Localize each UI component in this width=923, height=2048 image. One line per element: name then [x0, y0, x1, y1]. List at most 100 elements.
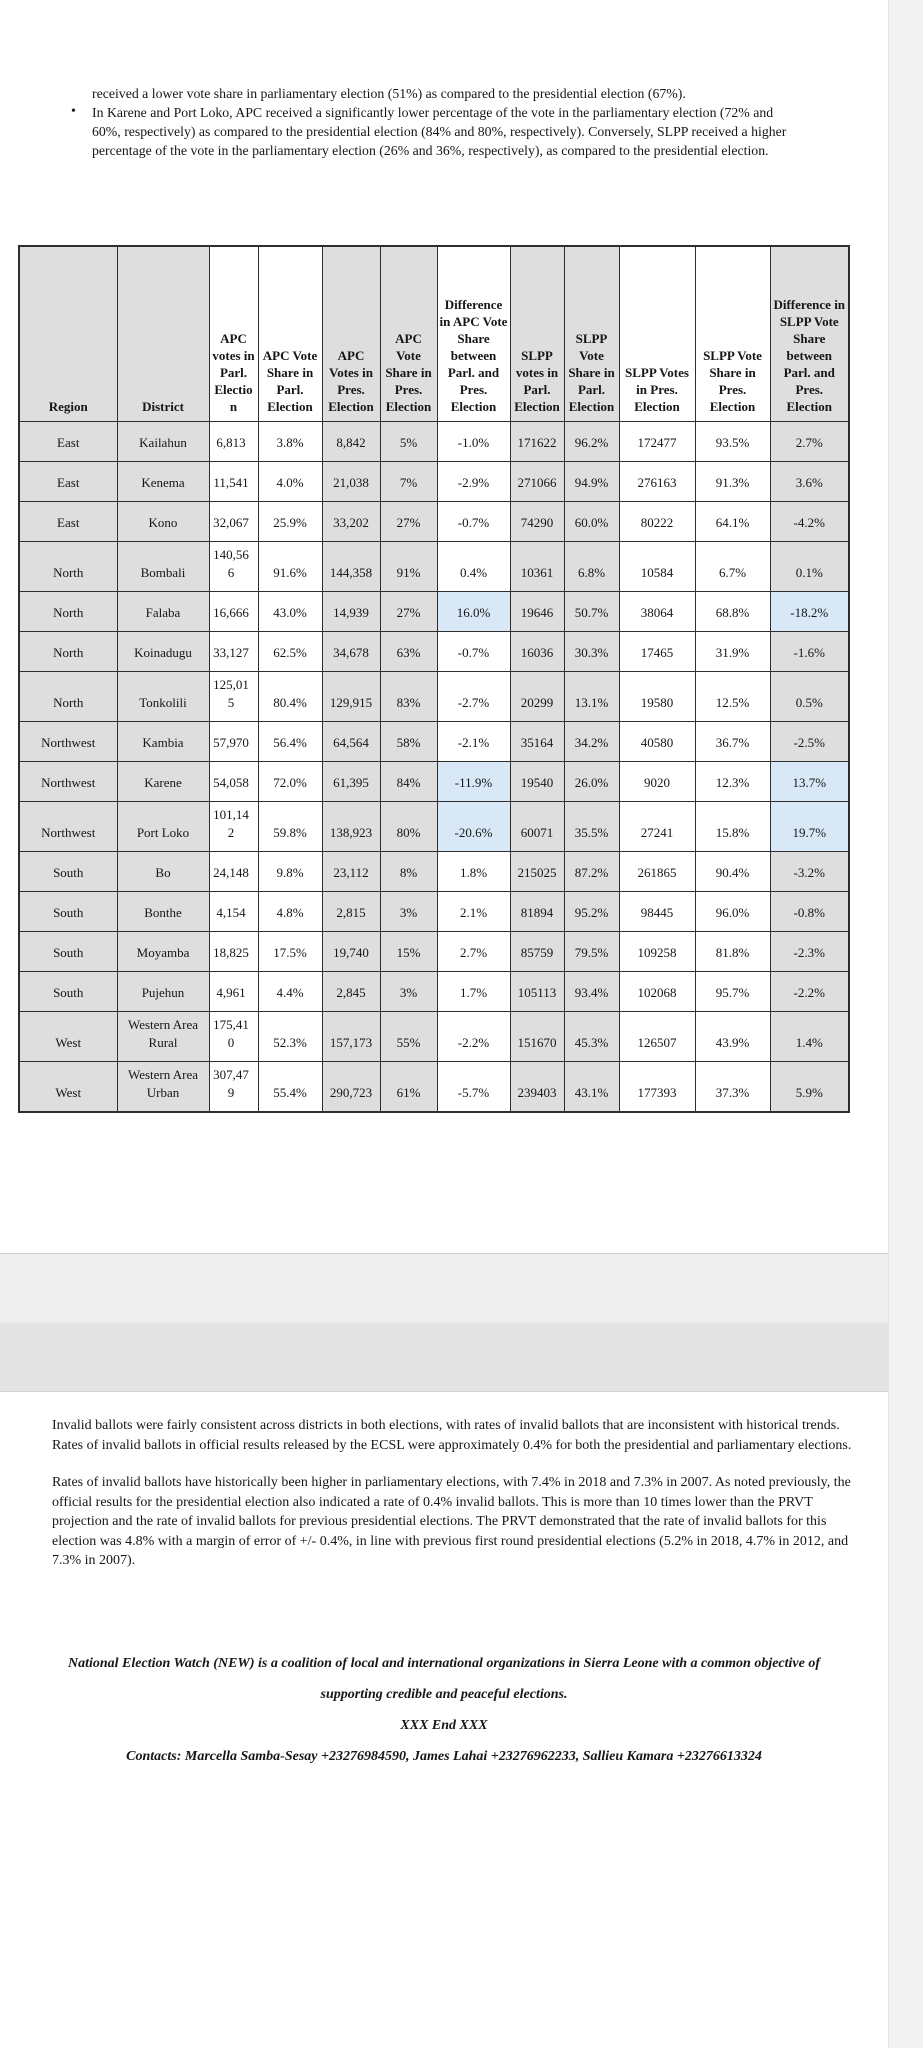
table-cell: 1.7%	[436, 970, 511, 1012]
table-cell: 36.7%	[694, 720, 771, 762]
table-cell: Kailahun	[116, 420, 210, 462]
contacts-line: Contacts: Marcella Samba-Sesay +23276984…	[126, 1749, 762, 1764]
table-cell: 81.8%	[694, 930, 771, 972]
table-cell: 2.7%	[436, 930, 511, 972]
table-cell: 307,479	[208, 1060, 259, 1112]
page-1: received a lower vote share in parliamen…	[18, 86, 850, 1113]
table-cell: Bonthe	[116, 890, 210, 932]
table-cell: 14,939	[321, 590, 381, 632]
table-cell: 43.0%	[257, 590, 323, 632]
table-cell: 102068	[618, 970, 696, 1012]
table-cell: -2.7%	[436, 670, 511, 722]
table-cell: 105113	[509, 970, 565, 1012]
table-row: East Kenema 11,541 4.0% 21,038 7% -2.9% 271066 9…	[18, 460, 850, 502]
table-cell: 8%	[379, 850, 438, 892]
table-cell: -2.2%	[436, 1010, 511, 1062]
table-cell: 72.0%	[257, 760, 323, 802]
table-cell: 96.2%	[563, 420, 620, 462]
table-cell: 85759	[509, 930, 565, 972]
table-cell: 4.8%	[257, 890, 323, 932]
coalition-statement: National Election Watch (NEW) is a coali…	[67, 1656, 821, 1702]
table-cell: East	[18, 460, 118, 502]
table-cell: -2.2%	[769, 970, 850, 1012]
table-cell: 10361	[509, 540, 565, 592]
viewer-gutter	[888, 0, 923, 2048]
footer-block: National Election Watch (NEW) is a coali…	[64, 1648, 824, 1772]
table-cell: East	[18, 500, 118, 542]
column-header: Region	[18, 245, 118, 422]
table-cell: 10584	[618, 540, 696, 592]
bullet-text: In Karene and Port Loko, APC received a …	[92, 105, 787, 158]
table-cell: 3%	[379, 890, 438, 932]
intro-continuation-text: received a lower vote share in parliamen…	[92, 86, 686, 101]
table-cell: 87.2%	[563, 850, 620, 892]
table-cell: -20.6%	[436, 800, 511, 852]
table-cell: 157,173	[321, 1010, 381, 1062]
column-header: APC Vote Share in Parl. Election	[257, 245, 323, 422]
table-cell: 4.4%	[257, 970, 323, 1012]
table-cell: 126507	[618, 1010, 696, 1062]
table-cell: 5%	[379, 420, 438, 462]
table-cell: 3%	[379, 970, 438, 1012]
table-cell: 94.9%	[563, 460, 620, 502]
table-cell: 3.6%	[769, 460, 850, 502]
table-cell: 83%	[379, 670, 438, 722]
table-cell: 140,566	[208, 540, 259, 592]
table-cell: 98445	[618, 890, 696, 932]
table-cell: 4.0%	[257, 460, 323, 502]
table-cell: 25.9%	[257, 500, 323, 542]
table-cell: West	[18, 1060, 118, 1112]
table-cell: 74290	[509, 500, 565, 542]
table-cell: 129,915	[321, 670, 381, 722]
table-cell: 17.5%	[257, 930, 323, 972]
column-header: SLPP Vote Share in Pres. Election	[694, 245, 771, 422]
column-header: APC Vote Share in Pres. Election	[379, 245, 438, 422]
table-cell: 13.7%	[769, 760, 850, 802]
table-cell: -0.7%	[436, 500, 511, 542]
table-cell: 15.8%	[694, 800, 771, 852]
table-cell: 16036	[509, 630, 565, 672]
body-text-block: Invalid ballots were fairly consistent a…	[52, 1416, 852, 1589]
table-cell: 13.1%	[563, 670, 620, 722]
table-cell: -11.9%	[436, 760, 511, 802]
table-cell: 95.7%	[694, 970, 771, 1012]
table-cell: Northwest	[18, 760, 118, 802]
column-header: District	[116, 245, 210, 422]
end-marker: XXX End XXX	[400, 1718, 488, 1733]
table-cell: Western Area Rural	[116, 1010, 210, 1062]
table-cell: 15%	[379, 930, 438, 972]
table-cell: 26.0%	[563, 760, 620, 802]
column-header: APC votes in Parl. Election	[208, 245, 259, 422]
table-cell: 61,395	[321, 760, 381, 802]
table-cell: 58%	[379, 720, 438, 762]
table-cell: -0.8%	[769, 890, 850, 932]
table-row: West Western Area Rural 175,410 52.3% 157,17…	[18, 1010, 850, 1062]
table-cell: 276163	[618, 460, 696, 502]
table-cell: 1.4%	[769, 1010, 850, 1062]
table-cell: 9020	[618, 760, 696, 802]
table-cell: 90.4%	[694, 850, 771, 892]
table-cell: South	[18, 970, 118, 1012]
table-cell: 175,410	[208, 1010, 259, 1062]
table-cell: 12.5%	[694, 670, 771, 722]
table-cell: 64.1%	[694, 500, 771, 542]
table-cell: 45.3%	[563, 1010, 620, 1062]
table-cell: -5.7%	[436, 1060, 511, 1112]
table-cell: 19646	[509, 590, 565, 632]
table-cell: Northwest	[18, 800, 118, 852]
table-cell: 33,127	[208, 630, 259, 672]
table-cell: Northwest	[18, 720, 118, 762]
table-cell: 91.6%	[257, 540, 323, 592]
table-header-row: Region District APC votes in Parl. Electio…	[18, 245, 850, 422]
invalid-ballots-paragraph-1: Invalid ballots were fairly consistent a…	[52, 1418, 852, 1453]
table-cell: -4.2%	[769, 500, 850, 542]
table-cell: -0.7%	[436, 630, 511, 672]
table-cell: -2.1%	[436, 720, 511, 762]
table-cell: -2.3%	[769, 930, 850, 972]
table-cell: 30.3%	[563, 630, 620, 672]
table-cell: 2,815	[321, 890, 381, 932]
table-cell: 95.2%	[563, 890, 620, 932]
column-header: SLPP votes in Parl. Election	[509, 245, 565, 422]
table-row: North Bombali 140,566 91.6% 144,358 91% 0.4% 10…	[18, 540, 850, 592]
table-cell: Kenema	[116, 460, 210, 502]
